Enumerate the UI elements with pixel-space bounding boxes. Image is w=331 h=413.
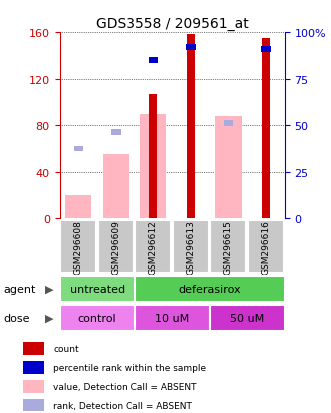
Bar <box>65 196 91 219</box>
Text: value, Detection Call = ABSENT: value, Detection Call = ABSENT <box>53 382 197 391</box>
Text: untreated: untreated <box>70 284 125 294</box>
Text: percentile rank within the sample: percentile rank within the sample <box>53 363 206 372</box>
Bar <box>23 380 44 393</box>
Bar <box>210 305 285 331</box>
FancyBboxPatch shape <box>98 220 134 273</box>
Bar <box>111 130 120 136</box>
Text: GSM296612: GSM296612 <box>149 219 158 274</box>
Text: dose: dose <box>3 313 30 323</box>
Text: control: control <box>78 313 117 323</box>
Bar <box>60 305 135 331</box>
FancyBboxPatch shape <box>135 220 171 273</box>
Text: agent: agent <box>3 284 36 294</box>
Bar <box>23 342 44 355</box>
Bar <box>186 45 196 51</box>
Text: GSM296615: GSM296615 <box>224 219 233 274</box>
Text: 10 uM: 10 uM <box>155 313 189 323</box>
Bar <box>149 58 158 64</box>
FancyBboxPatch shape <box>60 220 96 273</box>
Text: deferasirox: deferasirox <box>178 284 241 294</box>
Bar <box>140 114 166 219</box>
Text: count: count <box>53 344 79 353</box>
Bar <box>23 399 44 411</box>
Text: rank, Detection Call = ABSENT: rank, Detection Call = ABSENT <box>53 401 192 410</box>
Bar <box>262 39 270 219</box>
Text: GSM296616: GSM296616 <box>261 219 270 274</box>
Text: GSM296609: GSM296609 <box>111 219 120 274</box>
Text: GSM296613: GSM296613 <box>186 219 195 274</box>
Bar <box>103 155 129 219</box>
Title: GDS3558 / 209561_at: GDS3558 / 209561_at <box>96 17 249 31</box>
Text: GSM296608: GSM296608 <box>74 219 83 274</box>
Bar <box>60 276 135 302</box>
Text: ▶: ▶ <box>45 313 53 323</box>
Bar <box>261 47 270 53</box>
Bar <box>23 361 44 374</box>
Bar <box>135 276 285 302</box>
Text: ▶: ▶ <box>45 284 53 294</box>
Text: 50 uM: 50 uM <box>230 313 264 323</box>
Bar <box>187 36 195 219</box>
FancyBboxPatch shape <box>211 220 246 273</box>
Bar <box>215 116 242 219</box>
Bar <box>135 305 210 331</box>
FancyBboxPatch shape <box>248 220 284 273</box>
Bar <box>149 95 158 219</box>
Bar <box>74 146 83 152</box>
FancyBboxPatch shape <box>173 220 209 273</box>
Bar <box>224 121 233 126</box>
